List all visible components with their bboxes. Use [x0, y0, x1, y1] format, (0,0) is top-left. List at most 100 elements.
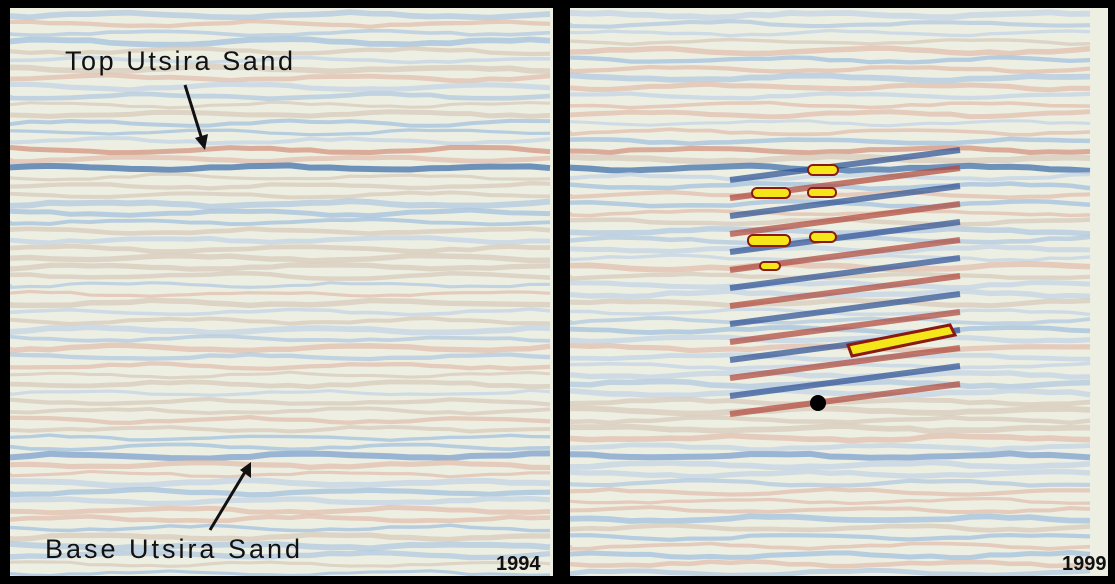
plume-reflector [729, 201, 961, 237]
amplitude-blob [807, 164, 839, 176]
reflector [570, 145, 1091, 156]
amplitude-blob [747, 234, 791, 247]
plume-reflector [729, 309, 961, 345]
reflector [10, 109, 551, 119]
reflector [570, 352, 1091, 363]
reflector [10, 433, 551, 442]
reflector [10, 270, 551, 281]
reflector [570, 208, 1091, 218]
reflector [570, 532, 1091, 542]
amplitude-blob [807, 187, 837, 198]
reflector [570, 297, 1091, 309]
reflector [570, 559, 1091, 569]
reflector [10, 415, 551, 426]
reflector [570, 468, 1091, 480]
reflector [10, 289, 551, 298]
reflector [10, 243, 551, 255]
reflector [10, 342, 551, 354]
reflector [570, 442, 1091, 453]
year-label: 1999 [1062, 553, 1107, 575]
plume-reflector [729, 147, 961, 183]
arrow-head [195, 134, 208, 150]
horizon-label: Base Utsira Sand [45, 534, 300, 564]
reflector [570, 513, 1091, 525]
reflector [10, 235, 551, 246]
horizon-label: Top Utsira Sand [65, 46, 293, 76]
reflector [10, 406, 551, 416]
reflector [10, 162, 551, 173]
reflector [10, 352, 551, 362]
reflector [10, 442, 551, 452]
reflector [10, 495, 551, 507]
reflector [570, 119, 1091, 128]
reflector [10, 172, 551, 182]
reflector [10, 28, 551, 38]
reflector [570, 486, 1091, 497]
reflector [10, 486, 551, 498]
amplitude-blob [809, 231, 837, 243]
reflector [570, 459, 1091, 471]
reflector [10, 72, 551, 84]
reflector [10, 128, 551, 137]
reflector [570, 415, 1091, 426]
reflector [570, 72, 1091, 84]
arrow-head [240, 462, 251, 478]
reflector [10, 324, 551, 336]
reflector [570, 109, 1091, 120]
reflector [10, 388, 551, 397]
reflector [570, 567, 1091, 576]
reflector [10, 100, 551, 110]
reflector [570, 387, 1091, 399]
reflector [10, 91, 551, 102]
reflector [570, 37, 1091, 47]
plume-reflector [729, 381, 961, 417]
reflector [570, 136, 1091, 147]
reflector [570, 261, 1091, 273]
reflector [570, 153, 1091, 165]
reflector [570, 91, 1091, 101]
reflector [10, 81, 551, 93]
reflector [10, 18, 551, 29]
injection-point [810, 395, 826, 411]
reflector [10, 154, 551, 165]
year-label: 1994 [496, 553, 541, 575]
annotations: Top Utsira Sand Base Utsira Sand 1994 19… [45, 46, 1107, 575]
reflector [570, 369, 1091, 380]
reflector [10, 297, 551, 309]
reflector [570, 28, 1091, 38]
reflector [10, 281, 551, 289]
reflector [10, 477, 551, 489]
reflector [10, 334, 551, 343]
reflector [570, 280, 1091, 291]
reflector [10, 55, 551, 65]
reflector [570, 334, 1091, 344]
panel-1994 [10, 8, 553, 576]
amplitude-blob [845, 323, 958, 358]
reflector [10, 198, 551, 210]
reflector [10, 532, 551, 543]
reflector [10, 450, 551, 462]
reflector [10, 136, 551, 146]
reflector [10, 9, 551, 21]
plume-reflector [729, 183, 961, 219]
reflector [10, 469, 551, 479]
reflector [10, 379, 551, 390]
arrow [208, 466, 250, 531]
reflector [10, 424, 551, 434]
reflector [10, 549, 551, 561]
reflector [570, 100, 1091, 110]
reflector [570, 55, 1091, 65]
reflector [10, 190, 551, 200]
reflector [10, 36, 551, 48]
reflector [10, 560, 551, 568]
reflector [570, 541, 1091, 551]
reflector [10, 569, 551, 576]
amplitude-blob [759, 261, 781, 271]
reflector [10, 118, 551, 128]
reflector [570, 9, 1091, 21]
reflector [10, 181, 551, 191]
reflector [570, 423, 1091, 435]
plume-reflector [729, 363, 961, 399]
